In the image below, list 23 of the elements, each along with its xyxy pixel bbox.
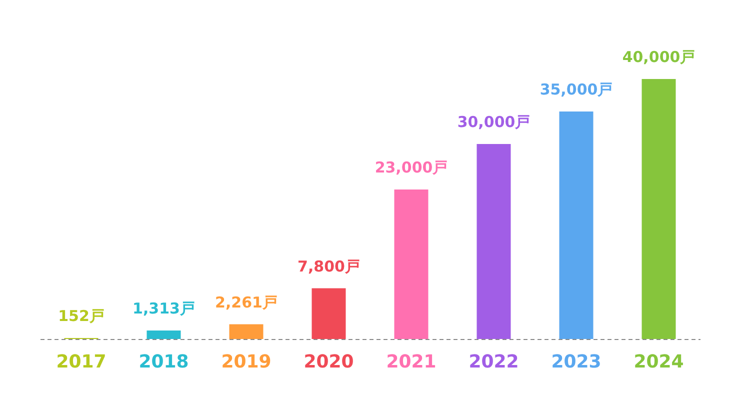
bar — [559, 112, 594, 339]
bar — [312, 288, 346, 339]
x-tick-label: 2020 — [304, 352, 354, 372]
data-label: 23,000戸 — [374, 158, 448, 176]
data-label: 40,000戸 — [622, 48, 696, 66]
data-label: 7,800戸 — [298, 257, 360, 276]
x-tick-label: 2022 — [468, 352, 519, 372]
bar — [229, 324, 264, 339]
x-tick-label: 2021 — [386, 352, 436, 372]
data-label: 35,000戸 — [540, 80, 613, 98]
data-label: 1,313戸 — [132, 299, 195, 318]
x-tick-label: 2018 — [138, 352, 189, 372]
bar — [642, 79, 676, 339]
x-tick-label: 2017 — [56, 352, 106, 372]
x-tick-label: 2024 — [634, 352, 684, 372]
data-label: 152戸 — [58, 307, 104, 326]
x-tick-label: 2019 — [221, 352, 272, 372]
bar — [394, 190, 428, 339]
data-label: 2,261戸 — [215, 293, 278, 312]
data-label: 30,000戸 — [457, 113, 530, 131]
x-tick-label: 2023 — [551, 352, 602, 372]
bar — [146, 330, 181, 339]
bar — [476, 144, 511, 339]
